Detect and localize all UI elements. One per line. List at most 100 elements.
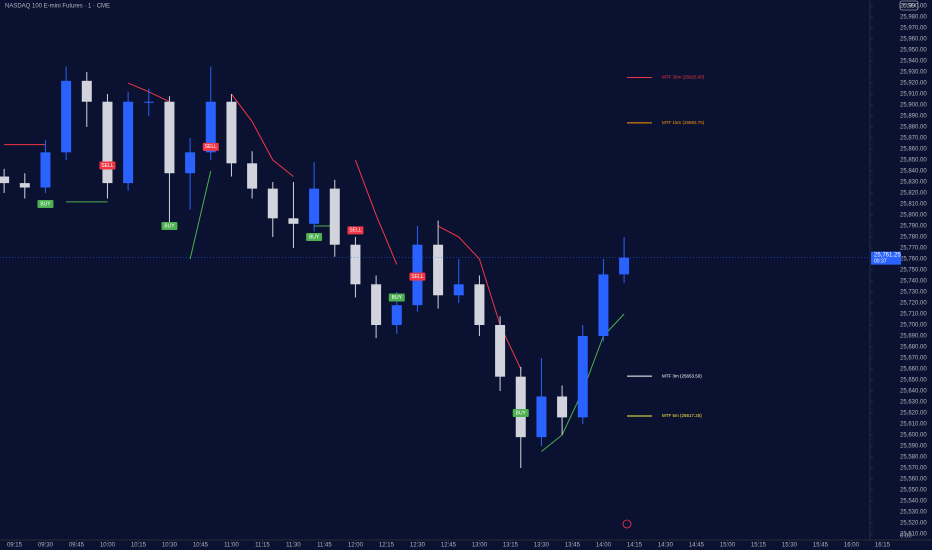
x-tick-label: 11:00 bbox=[224, 543, 239, 549]
x-tick-label: 13:30 bbox=[534, 543, 550, 549]
candle-body bbox=[598, 274, 609, 336]
y-tick-label: 25,940.00 bbox=[900, 59, 927, 65]
y-tick-label: 25,790.00 bbox=[900, 224, 927, 230]
candle-body bbox=[536, 396, 547, 438]
x-tick-label: 11:45 bbox=[317, 543, 332, 549]
mtf-level-label: MTF 15m (25883.75) bbox=[662, 120, 705, 125]
y-tick-label: 25,990.00 bbox=[900, 4, 927, 10]
y-tick-label: 25,950.00 bbox=[900, 48, 927, 54]
y-tick-label: 25,650.00 bbox=[900, 378, 927, 384]
x-tick-label: 09:30 bbox=[38, 543, 54, 549]
candle-body bbox=[515, 376, 526, 438]
x-tick-label: 14:30 bbox=[658, 543, 674, 549]
y-tick-label: 25,590.00 bbox=[900, 444, 927, 450]
x-tick-label: 15:15 bbox=[751, 543, 767, 549]
candle-body bbox=[495, 324, 506, 377]
x-tick-label: 10:30 bbox=[162, 543, 178, 549]
y-tick-label: 25,620.00 bbox=[900, 411, 927, 417]
x-tick-label: 15:00 bbox=[720, 543, 736, 549]
x-tick-label: 15:45 bbox=[813, 543, 829, 549]
y-tick-label: 25,870.00 bbox=[900, 136, 927, 142]
x-tick-label: 12:15 bbox=[379, 543, 395, 549]
candle-body bbox=[309, 188, 320, 224]
y-tick-label: 25,530.00 bbox=[900, 510, 927, 516]
signal-label: BUY bbox=[392, 295, 403, 301]
signal-marker bbox=[37, 200, 54, 209]
signal-label: BUY bbox=[309, 234, 320, 240]
signal-label: BUY bbox=[516, 410, 527, 416]
y-tick-label: 25,730.00 bbox=[900, 290, 927, 296]
y-tick-label: 25,570.00 bbox=[900, 466, 927, 472]
y-tick-label: 25,510.00 bbox=[900, 532, 927, 538]
candle-body bbox=[453, 284, 464, 296]
signal-label: SELL bbox=[349, 228, 361, 234]
mtf-level-label: MTF 5m (25617.25) bbox=[662, 413, 702, 418]
y-tick-label: 25,910.00 bbox=[900, 92, 927, 98]
signal-label: SELL bbox=[205, 144, 217, 150]
y-tick-label: 25,660.00 bbox=[900, 367, 927, 373]
candle-body bbox=[350, 244, 361, 285]
y-tick-label: 25,800.00 bbox=[900, 213, 927, 219]
candle-body bbox=[143, 101, 154, 103]
y-tick-label: 25,550.00 bbox=[900, 488, 927, 494]
y-tick-label: 25,740.00 bbox=[900, 279, 927, 285]
candle-body bbox=[329, 188, 340, 245]
y-tick-label: 25,540.00 bbox=[900, 499, 927, 505]
y-tick-label: 25,900.00 bbox=[900, 103, 927, 109]
x-tick-label: 11:30 bbox=[286, 543, 301, 549]
x-tick-label: 12:00 bbox=[348, 543, 364, 549]
y-tick-label: 25,680.00 bbox=[900, 345, 927, 351]
y-tick-label: 25,640.00 bbox=[900, 389, 927, 395]
y-tick-label: 25,770.00 bbox=[900, 246, 927, 252]
x-tick-label: 15:30 bbox=[782, 543, 798, 549]
mtf-level-label: MTF 30m (25925.00) bbox=[662, 75, 705, 80]
y-tick-label: 25,600.00 bbox=[900, 433, 927, 439]
y-tick-label: 25,670.00 bbox=[900, 356, 927, 362]
y-tick-label: 25,690.00 bbox=[900, 334, 927, 340]
candle-body bbox=[433, 244, 444, 296]
signal-label: SELL bbox=[101, 163, 113, 169]
candle-body bbox=[577, 335, 588, 418]
y-tick-label: 25,860.00 bbox=[900, 147, 927, 153]
candle-body bbox=[81, 80, 92, 102]
y-tick-label: 25,760.00 bbox=[900, 257, 927, 263]
signal-label: BUY bbox=[40, 201, 51, 207]
currency[interactable]: USD bbox=[903, 4, 916, 10]
signal-label: SELL bbox=[411, 274, 423, 280]
mtf-level-label: MTF 3m (25653.50) bbox=[662, 373, 702, 378]
candle-body bbox=[288, 218, 299, 224]
last-price-label: 25,761.25 bbox=[874, 253, 901, 259]
y-tick-label: 25,750.00 bbox=[900, 268, 927, 274]
signal-marker bbox=[99, 161, 116, 170]
candle-body bbox=[619, 257, 630, 275]
candle-body bbox=[40, 152, 51, 188]
y-tick-label: 25,820.00 bbox=[900, 191, 927, 197]
signal-marker bbox=[409, 272, 426, 281]
signal-label: BUY bbox=[164, 223, 175, 229]
x-tick-label: 13:00 bbox=[472, 543, 488, 549]
x-tick-label: 09:45 bbox=[69, 543, 85, 549]
x-tick-label: 12:45 bbox=[441, 543, 457, 549]
signal-marker bbox=[306, 233, 323, 242]
y-tick-label: 25,560.00 bbox=[900, 477, 927, 483]
chart-title: NASDAQ 100 E-mini Futures · 1 · CME bbox=[5, 4, 110, 10]
x-tick-label: 13:15 bbox=[503, 543, 519, 549]
candle-body bbox=[205, 101, 216, 153]
candle-body bbox=[185, 152, 196, 174]
candle-body bbox=[226, 101, 237, 164]
currency-box[interactable] bbox=[899, 0, 919, 11]
event-icon[interactable] bbox=[622, 519, 632, 529]
candle-body bbox=[474, 284, 485, 325]
signal-marker bbox=[161, 222, 178, 231]
candle-body bbox=[123, 101, 134, 184]
y-tick-label: 25,880.00 bbox=[900, 125, 927, 131]
y-tick-label: 25,710.00 bbox=[900, 312, 927, 318]
x-tick-label: 12:30 bbox=[410, 543, 426, 549]
candle-body bbox=[267, 188, 278, 219]
y-tick-label: 25,960.00 bbox=[900, 37, 927, 43]
y-tick-label: 25,810.00 bbox=[900, 202, 927, 208]
candle-body bbox=[164, 101, 175, 174]
candle-body bbox=[557, 396, 568, 418]
